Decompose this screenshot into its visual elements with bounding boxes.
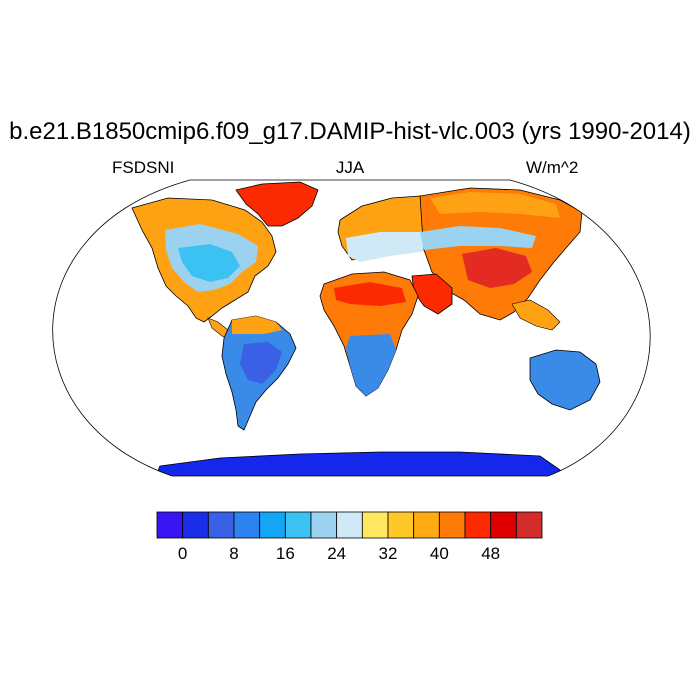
colorbar-swatch bbox=[464, 511, 492, 539]
colorbar-tick-label: 40 bbox=[429, 544, 449, 563]
colorbar-swatch bbox=[233, 511, 261, 539]
colorbar-swatch bbox=[336, 511, 363, 539]
colorbar-swatch bbox=[490, 511, 517, 539]
antarctica bbox=[149, 451, 561, 476]
colorbar-swatch bbox=[438, 511, 466, 539]
season-label: JJA bbox=[335, 158, 365, 177]
south-america-north-warm bbox=[232, 316, 282, 334]
colorbar-tick-label: 8 bbox=[229, 544, 239, 563]
tibet-hotspot bbox=[462, 248, 532, 288]
colorbar-swatch bbox=[361, 511, 389, 539]
asia-north-band bbox=[430, 192, 560, 218]
colorbar-tick-label: 16 bbox=[275, 544, 295, 563]
colorbar-tick-label: 48 bbox=[481, 544, 501, 563]
map-content bbox=[131, 181, 601, 476]
south-america-core bbox=[240, 342, 282, 384]
greenland bbox=[235, 181, 319, 227]
asia-cool-band bbox=[420, 226, 536, 250]
colorbar-swatch bbox=[182, 511, 209, 539]
colorbar-swatch bbox=[413, 511, 440, 539]
colorbar-swatch bbox=[207, 511, 235, 539]
colorbar-tick-label: 32 bbox=[378, 544, 398, 563]
variable-label: FSDSNI bbox=[112, 158, 175, 177]
australia bbox=[529, 349, 601, 411]
colorbar-swatch bbox=[310, 511, 338, 539]
colorbar-swatch bbox=[515, 511, 543, 539]
colorbar-swatch bbox=[156, 511, 184, 539]
colorbar-swatch bbox=[284, 511, 312, 539]
colorbar-swatch bbox=[259, 511, 286, 539]
sahara-hotspot bbox=[334, 282, 406, 306]
map-title: b.e21.B1850cmip6.f09_g17.DAMIP-hist-vlc.… bbox=[9, 118, 691, 145]
north-america-blue-zone bbox=[178, 244, 240, 282]
units-label: W/m^2 bbox=[526, 158, 579, 177]
colorbar-tick-label: 24 bbox=[327, 544, 347, 563]
africa-south bbox=[346, 334, 396, 396]
southeast-asia bbox=[511, 299, 561, 331]
colorbar-tick-label: 0 bbox=[177, 544, 188, 563]
map-boundary bbox=[52, 179, 651, 477]
colorbar-swatch bbox=[387, 511, 415, 539]
